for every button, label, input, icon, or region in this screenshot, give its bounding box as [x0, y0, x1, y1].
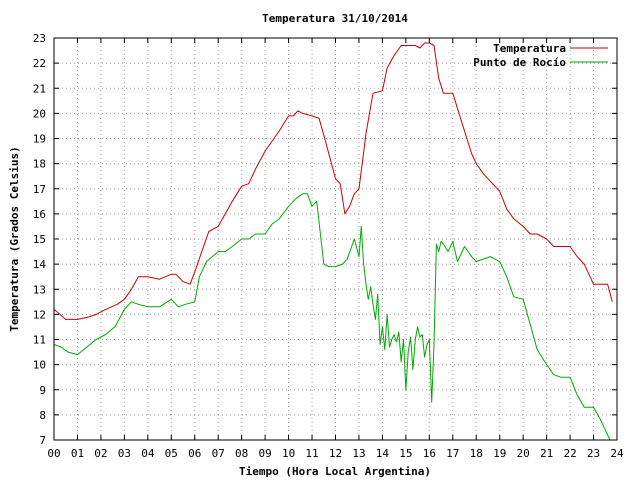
x-axis-ticks: 00 01 02 03 04 05 06 07 08 09 10 11 12 13 14 15 16 17 18 19…: [47, 38, 624, 460]
x-tick-label: 12: [329, 447, 342, 460]
y-tick-label: 17: [33, 183, 46, 196]
y-tick-label: 13: [33, 283, 46, 296]
x-tick-label: 14: [376, 447, 390, 460]
x-tick-label: 04: [141, 447, 155, 460]
y-tick-label: 21: [33, 82, 46, 95]
legend: Temperatura Punto de Rocío: [473, 42, 608, 69]
x-tick-label: 03: [118, 447, 131, 460]
x-tick-label: 24: [610, 447, 624, 460]
chart-title: Temperatura 31/10/2014: [262, 12, 408, 25]
y-tick-label: 12: [33, 308, 46, 321]
x-tick-label: 11: [305, 447, 318, 460]
x-tick-label: 13: [352, 447, 365, 460]
x-tick-label: 09: [259, 447, 272, 460]
y-axis-ticks: 7 8 9 10 11 12 13 14 15 16 17 18 19 20 21 22 23: [33, 32, 617, 447]
legend-label-temperatura: Temperatura: [493, 42, 566, 55]
x-tick-label: 02: [94, 447, 107, 460]
legend-label-punto-de-rocio: Punto de Rocío: [473, 56, 566, 69]
x-tick-label: 01: [71, 447, 84, 460]
x-axis-label: Tiempo (Hora Local Argentina): [239, 465, 431, 478]
y-tick-label: 18: [33, 158, 46, 171]
x-tick-label: 15: [399, 447, 412, 460]
x-tick-label: 16: [423, 447, 436, 460]
y-tick-label: 11: [33, 334, 46, 347]
y-tick-label: 23: [33, 32, 46, 45]
x-tick-label: 21: [540, 447, 553, 460]
x-tick-label: 22: [563, 447, 576, 460]
x-tick-label: 19: [493, 447, 506, 460]
y-tick-label: 19: [33, 133, 46, 146]
y-tick-label: 10: [33, 359, 46, 372]
x-tick-label: 23: [587, 447, 600, 460]
y-tick-label: 14: [33, 258, 47, 271]
x-tick-label: 06: [188, 447, 201, 460]
y-axis-label: Temperatura (Grados Celsius): [8, 146, 21, 331]
y-tick-label: 8: [39, 409, 46, 422]
y-tick-label: 9: [39, 384, 46, 397]
series-lines: [53, 42, 613, 441]
x-tick-label: 18: [470, 447, 483, 460]
x-tick-label: 08: [235, 447, 248, 460]
x-tick-label: 20: [517, 447, 530, 460]
x-tick-label: 05: [165, 447, 178, 460]
series-line-temperatura: [53, 42, 613, 320]
y-tick-label: 7: [39, 434, 46, 447]
x-tick-label: 17: [446, 447, 459, 460]
x-tick-label: 00: [47, 447, 60, 460]
y-tick-label: 16: [33, 208, 46, 221]
y-tick-label: 20: [33, 107, 46, 120]
y-tick-label: 15: [33, 233, 46, 246]
x-tick-label: 07: [212, 447, 225, 460]
x-tick-label: 10: [282, 447, 295, 460]
series-line-punto-de-rocio: [53, 193, 611, 441]
y-tick-label: 22: [33, 57, 46, 70]
